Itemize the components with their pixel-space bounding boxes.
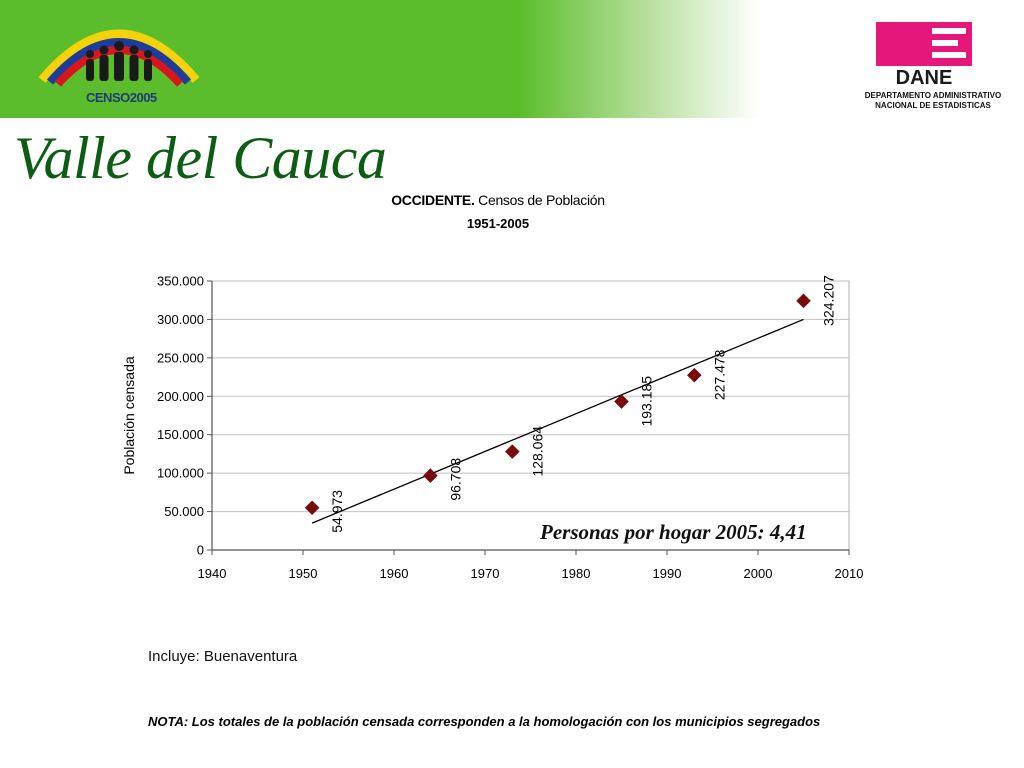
- data-point: [304, 500, 320, 516]
- x-tick-label: 2000: [744, 566, 773, 581]
- x-tick-label: 1950: [289, 566, 318, 581]
- data-label: 96.708: [447, 458, 463, 501]
- data-point: [796, 293, 811, 309]
- data-label: 128.064: [529, 426, 545, 477]
- dane-logo: DANE: [876, 22, 972, 88]
- chart-title-bold: OCCIDENTE.: [391, 192, 475, 208]
- note-incluye: Incluye: Buenaventura: [148, 648, 298, 665]
- y-axis-label: Población censada: [121, 356, 137, 475]
- censo-logo-text: CENSO2005: [86, 90, 157, 105]
- data-point: [686, 367, 702, 383]
- dane-caption: DEPARTAMENTO ADMINISTRATIVO NACIONAL DE …: [848, 91, 1018, 111]
- y-tick-label: 300.000: [157, 312, 204, 327]
- data-point: [504, 444, 520, 459]
- data-point: [423, 468, 438, 484]
- x-tick-label: 2010: [835, 566, 864, 581]
- y-tick-label: 100.000: [157, 466, 204, 481]
- data-label: 54.973: [329, 490, 345, 533]
- chart-subtitle: 1951-2005: [466, 216, 530, 231]
- chart-title: OCCIDENTE. Censos de Población: [300, 192, 696, 208]
- y-tick-label: 200.000: [157, 389, 204, 404]
- dane-caption-line2: NACIONAL DE ESTADISTICAS: [875, 101, 991, 110]
- data-label: 193.185: [639, 376, 655, 427]
- dane-caption-line1: DEPARTAMENTO ADMINISTRATIVO: [864, 91, 1002, 100]
- page-title: Valle del Cauca: [14, 125, 387, 191]
- y-tick-label: 150.000: [157, 427, 204, 442]
- dane-logo-text: DANE: [896, 67, 953, 88]
- x-tick-label: 1980: [562, 566, 591, 581]
- y-tick-label: 0: [197, 543, 204, 558]
- data-point: [614, 394, 629, 409]
- x-tick-label: 1960: [380, 566, 409, 581]
- y-tick-label: 250.000: [157, 350, 204, 365]
- x-tick-label: 1990: [653, 566, 682, 581]
- chart-title-rest: Censos de Población: [474, 192, 605, 208]
- data-label: 227.478: [711, 349, 727, 400]
- y-tick-label: 50.000: [164, 504, 204, 519]
- x-tick-label: 1970: [471, 566, 500, 581]
- x-tick-label: 1940: [198, 566, 227, 581]
- data-label: 324.207: [821, 275, 837, 326]
- censo-2005-logo: [38, 29, 200, 87]
- household-annotation: Personas por hogar 2005: 4,41: [540, 520, 807, 544]
- trend-line: [311, 318, 804, 524]
- y-tick-label: 350.000: [157, 274, 204, 289]
- note-nota: NOTA: Los totales de la población censad…: [148, 714, 821, 729]
